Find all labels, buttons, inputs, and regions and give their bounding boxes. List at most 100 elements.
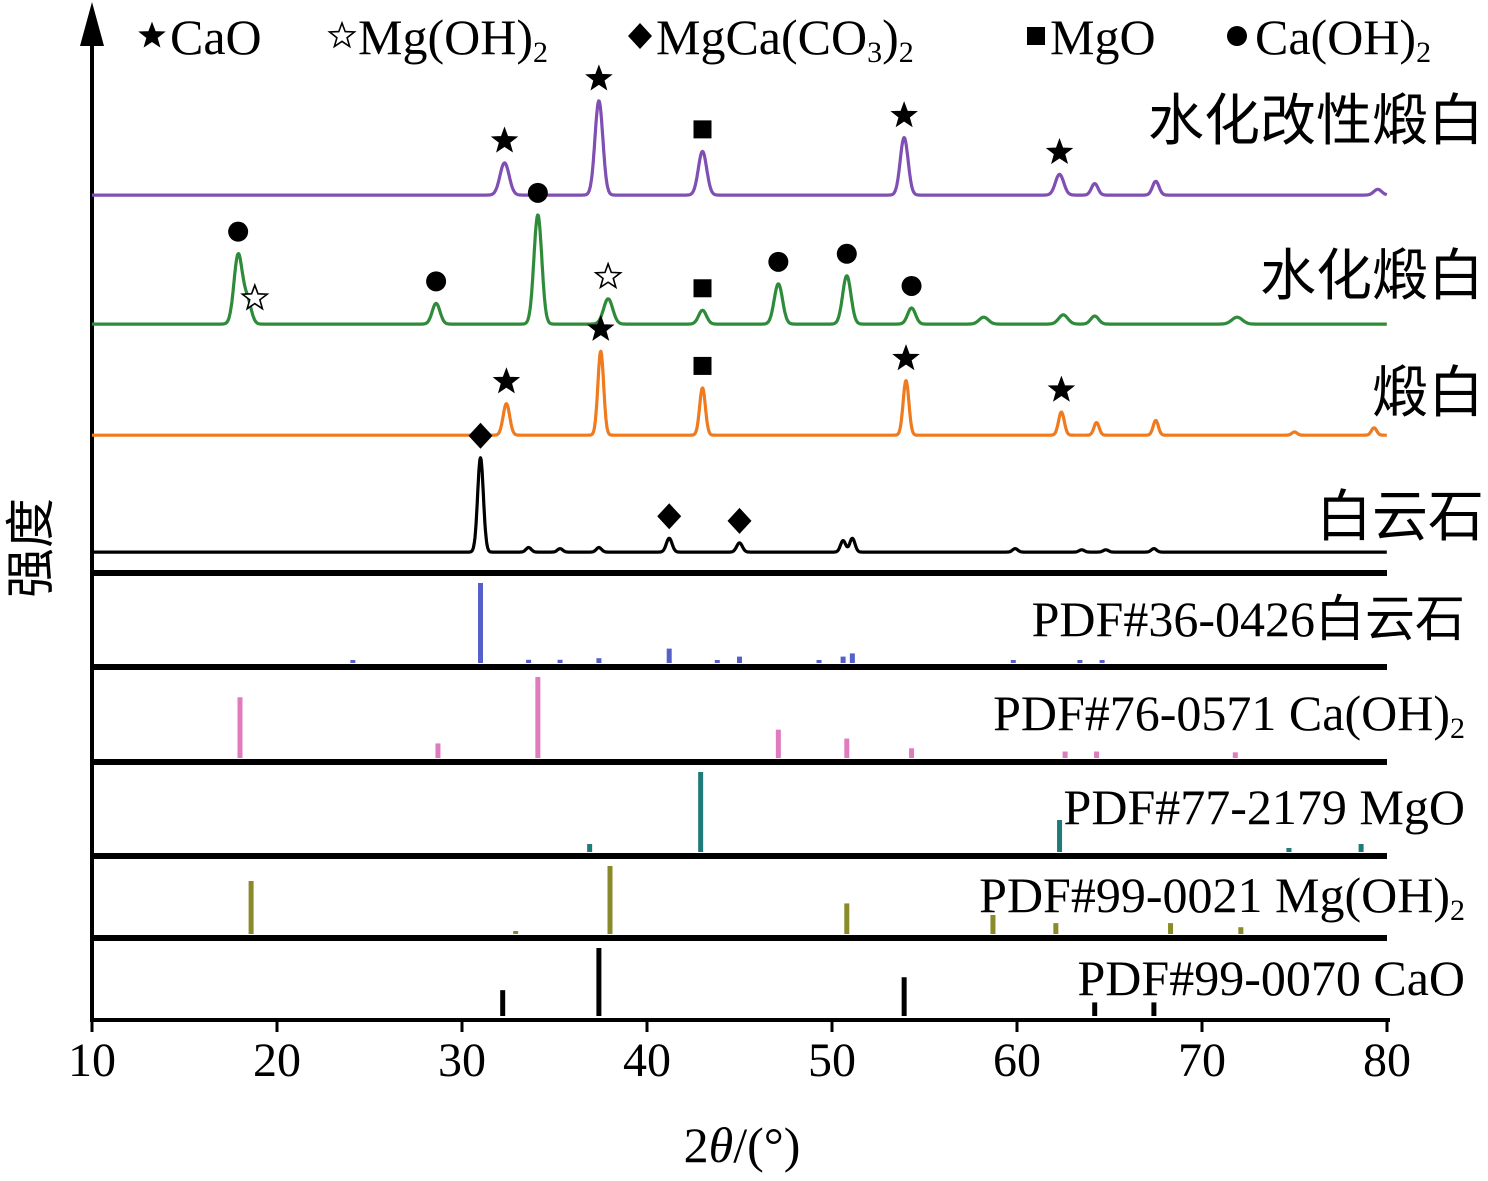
circle-icon — [836, 243, 857, 264]
peak-marker — [727, 507, 752, 534]
series-label: 白云石 — [1316, 487, 1484, 549]
circle-icon — [1227, 26, 1247, 46]
reference-pattern: PDF#77-2179 MgO — [587, 772, 1465, 852]
peak-marker — [468, 422, 493, 449]
legend-marker — [327, 20, 357, 49]
y-axis-label: 强度 — [3, 498, 59, 598]
series-label: 水化改性煅白 — [1148, 91, 1484, 153]
legend-label-subscript: 3 — [867, 36, 882, 69]
x-ticks: 10 20 30 40 50 60 70 80 — [68, 1020, 1411, 1087]
legend-item: Mg(OH)2 — [327, 9, 548, 69]
peak-marker — [593, 261, 623, 290]
legend-label: CaO — [170, 9, 262, 65]
peak-marker — [693, 356, 712, 375]
square-icon — [1027, 27, 1045, 45]
pattern-line — [91, 213, 1388, 326]
y-axis-arrow — [80, 2, 104, 46]
legend-marker — [138, 21, 166, 48]
legend-marker — [628, 23, 652, 49]
legend-label-subscript: 2 — [899, 36, 914, 69]
diamond-icon — [657, 503, 682, 530]
x-tick-label: 50 — [808, 1034, 856, 1087]
reference-patterns: PDF#36-0426白云石 PDF#76-0571 Ca(OH)2 PDF#77-… — [92, 570, 1465, 1016]
filled-star-icon — [490, 126, 519, 153]
diamond-icon — [468, 422, 493, 449]
x-tick-label: 70 — [1178, 1034, 1226, 1087]
x-axis-label-theta: θ — [709, 1117, 734, 1173]
reference-pattern: PDF#36-0426白云石 — [350, 583, 1465, 663]
pattern-series: 水化煅白 — [91, 182, 1484, 326]
x-tick-label: 40 — [623, 1034, 671, 1087]
reference-label: PDF#77-2179 MgO — [1064, 779, 1465, 835]
legend-label-subscript: 2 — [1416, 36, 1431, 69]
legend-label: MgO — [1050, 9, 1156, 65]
legend-item: MgCa(CO3)2 — [628, 9, 914, 69]
peak-marker — [492, 367, 521, 394]
open-star-icon — [240, 282, 270, 311]
filled-star-icon — [890, 101, 918, 128]
peak-marker — [1045, 137, 1074, 165]
legend-marker — [1227, 26, 1247, 46]
legend-label: Mg(OH)2 — [358, 9, 548, 69]
series-label: 煅白 — [1372, 363, 1484, 425]
square-icon — [693, 120, 712, 139]
reference-label: PDF#76-0571 Ca(OH)2 — [993, 685, 1465, 745]
diamond-icon — [628, 23, 652, 49]
circle-icon — [768, 251, 789, 272]
peak-marker — [901, 275, 922, 296]
circle-icon — [527, 182, 548, 203]
reference-label: PDF#36-0426白云石 — [1032, 591, 1465, 647]
x-tick-label: 80 — [1363, 1034, 1411, 1087]
reference-pattern: PDF#99-0070 CaO — [500, 948, 1465, 1016]
legend: CaO Mg(OH)2 MgCa(CO3)2 MgO Ca(OH)2 — [138, 9, 1431, 69]
filled-star-icon — [1047, 375, 1076, 402]
reference-pattern: PDF#76-0571 Ca(OH)2 — [237, 677, 1465, 758]
peak-marker — [240, 282, 270, 311]
x-axis-label: 2θ/(°) — [684, 1117, 801, 1173]
square-icon — [693, 356, 712, 375]
x-axis-label-prefix: 2 — [684, 1117, 709, 1173]
peak-marker — [693, 279, 712, 298]
peak-marker — [228, 221, 249, 242]
filled-star-icon — [1045, 137, 1074, 165]
legend-label-subscript: 2 — [533, 36, 548, 69]
diamond-icon — [727, 507, 752, 534]
peak-marker — [1047, 375, 1076, 402]
x-tick-label: 30 — [438, 1034, 486, 1087]
legend-item: MgO — [1027, 9, 1156, 65]
peak-marker — [657, 503, 682, 530]
reference-label: PDF#99-0021 Mg(OH)2 — [979, 867, 1465, 927]
peak-marker — [527, 182, 548, 203]
legend-marker — [1027, 27, 1045, 45]
peak-marker — [836, 243, 857, 264]
peak-marker — [587, 314, 615, 341]
peak-marker — [490, 126, 519, 153]
circle-icon — [426, 271, 447, 292]
x-tick-label: 60 — [993, 1034, 1041, 1087]
peak-marker — [768, 251, 789, 272]
pattern-line — [91, 99, 1388, 197]
legend-label: MgCa(CO3)2 — [656, 9, 914, 69]
x-tick-label: 20 — [253, 1034, 301, 1087]
reference-label-subscript: 2 — [1450, 712, 1465, 745]
pattern-series: 水化改性煅白 — [91, 64, 1484, 197]
legend-label: Ca(OH)2 — [1255, 9, 1431, 69]
peak-marker — [890, 101, 918, 128]
open-star-icon — [327, 20, 357, 49]
filled-star-icon — [492, 367, 521, 394]
legend-label-tail: ) — [882, 9, 899, 65]
x-tick-label: 10 — [68, 1034, 116, 1087]
peak-marker — [585, 64, 613, 91]
pattern-line — [91, 456, 1388, 554]
panel-separators — [92, 570, 1387, 941]
peak-marker — [693, 120, 712, 139]
filled-star-icon — [585, 64, 613, 91]
filled-star-icon — [892, 344, 920, 371]
peak-marker — [892, 344, 920, 371]
circle-icon — [901, 275, 922, 296]
pattern-series: 煅白 — [91, 314, 1484, 437]
pattern-line — [91, 349, 1388, 437]
square-icon — [693, 279, 712, 298]
